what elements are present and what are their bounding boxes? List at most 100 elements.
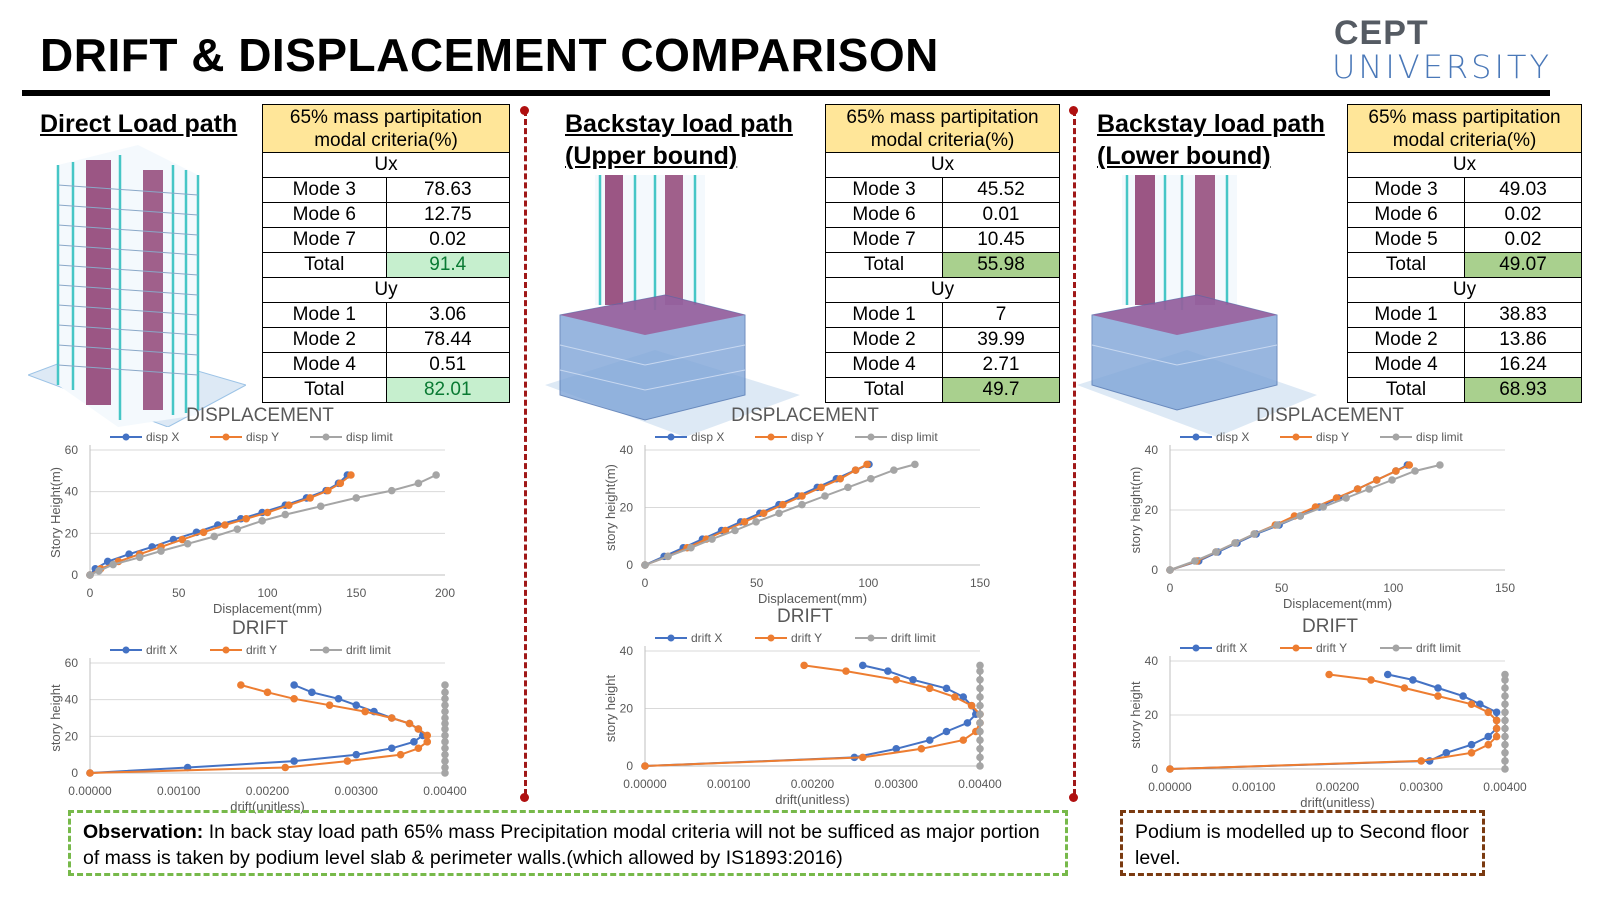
x-tick-label: 0.00100 — [707, 777, 751, 791]
data-point — [976, 667, 984, 675]
total-value: 55.98 — [942, 252, 1060, 278]
legend-marker — [767, 634, 775, 642]
x-tick-label: 50 — [750, 576, 764, 590]
x-axis-label: Displacement(mm) — [1283, 596, 1392, 611]
data-point — [1409, 676, 1417, 684]
total-label: Total — [1347, 377, 1465, 403]
table-row: Mode 3 45.52 — [825, 177, 1060, 203]
x-tick-label: 0.00200 — [791, 777, 835, 791]
data-point — [800, 661, 808, 670]
value-cell: 38.83 — [1464, 302, 1582, 328]
total-row: Total 91.4 — [262, 252, 510, 278]
data-point — [1501, 692, 1509, 700]
legend-label: drift Y — [791, 631, 822, 645]
total-value: 49.7 — [942, 377, 1060, 403]
y-tick-label: 20 — [65, 526, 79, 540]
legend-marker — [122, 433, 130, 441]
y-tick-label: 40 — [620, 644, 634, 658]
value-cell: 3.06 — [385, 302, 510, 328]
legend-label: drift limit — [1416, 641, 1461, 655]
legend-label: drift limit — [346, 643, 391, 657]
table-row: Mode 3 49.03 — [1347, 177, 1582, 203]
mode-cell: Mode 1 — [825, 302, 943, 328]
data-point — [817, 483, 825, 492]
x-tick-label: 100 — [257, 586, 277, 600]
legend-label: drift Y — [1316, 641, 1347, 655]
data-point — [1476, 700, 1484, 708]
legend-label: disp limit — [346, 430, 393, 444]
data-point — [1501, 724, 1509, 733]
data-point — [890, 466, 898, 474]
legend-marker — [867, 634, 875, 642]
y-tick-label: 40 — [620, 443, 634, 457]
cept-logo: CEPT UNIVERSITY — [1330, 14, 1560, 86]
data-point — [325, 701, 334, 709]
table-row: Mode 4 0.51 — [262, 352, 510, 378]
data-point — [441, 750, 449, 759]
y-axis-label: story height — [603, 675, 618, 743]
data-point — [951, 693, 959, 701]
data-point — [441, 744, 449, 753]
data-point — [976, 661, 984, 670]
podium-note: Podium is modelled up to Second floor le… — [1120, 810, 1485, 876]
data-point — [740, 518, 749, 526]
data-point — [281, 510, 290, 519]
table-row: Mode 6 0.02 — [1347, 202, 1582, 228]
data-point — [1319, 503, 1327, 511]
legend-marker — [667, 634, 675, 642]
y-axis-label: Story Height(m) — [48, 467, 63, 558]
data-point — [1484, 740, 1493, 749]
table-row: Mode 7 0.02 — [262, 227, 510, 253]
legend-marker — [767, 433, 775, 441]
total-row: Total 49.07 — [1347, 252, 1582, 278]
data-point — [1417, 757, 1426, 765]
legend-label: disp Y — [1316, 430, 1349, 444]
total-value: 49.07 — [1464, 252, 1582, 278]
mode-cell: Mode 3 — [262, 177, 387, 203]
data-point — [967, 701, 976, 710]
x-tick-label: 50 — [172, 586, 186, 600]
data-point — [1436, 461, 1444, 469]
separator-1-dot-bottom — [520, 793, 529, 802]
separator-1-dot-top — [520, 106, 529, 115]
data-point — [731, 526, 739, 535]
data-point — [352, 750, 361, 759]
total-row: Total 82.01 — [262, 377, 510, 403]
table-row: Mode 2 13.86 — [1347, 327, 1582, 353]
data-point — [1353, 485, 1362, 493]
legend-label: disp X — [1216, 430, 1249, 444]
legend-marker — [1192, 433, 1200, 441]
y-tick-label: 0 — [626, 759, 633, 773]
chart-title: DISPLACEMENT — [1256, 405, 1404, 426]
data-point — [414, 479, 423, 488]
y-axis-label: story height(m) — [1128, 467, 1143, 554]
y-tick-label: 40 — [1145, 654, 1159, 668]
mode-cell: Mode 6 — [262, 202, 387, 228]
data-point — [199, 528, 208, 537]
data-point — [976, 684, 984, 693]
data-point — [1212, 548, 1220, 556]
x-tick-label: 150 — [970, 576, 990, 590]
x-tick-label: 0.00400 — [423, 784, 467, 798]
data-point — [1501, 716, 1509, 725]
data-point — [441, 714, 449, 722]
data-point — [95, 567, 103, 575]
value-cell: 0.02 — [1464, 202, 1582, 228]
legend-label: disp Y — [791, 430, 824, 444]
y-tick-label: 60 — [65, 656, 79, 670]
data-point — [1501, 765, 1509, 773]
data-point — [976, 701, 984, 710]
data-point — [1231, 539, 1239, 547]
chart-title: DISPLACEMENT — [186, 405, 334, 426]
series-line — [644, 664, 981, 767]
data-point — [210, 532, 219, 541]
value-cell: 10.45 — [942, 227, 1060, 253]
panel-1-drift-chart: DRIFT drift X drift Y drift limit 0 20 40 60 0.0… — [48, 618, 467, 814]
data-point — [109, 560, 117, 569]
logo-line-2: UNIVERSITY — [1332, 48, 1552, 86]
data-point — [441, 725, 449, 733]
legend-marker — [122, 646, 130, 654]
x-tick-label: 0.00300 — [1400, 780, 1444, 794]
y-tick-label: 0 — [71, 568, 78, 582]
value-cell: 0.51 — [385, 352, 510, 378]
